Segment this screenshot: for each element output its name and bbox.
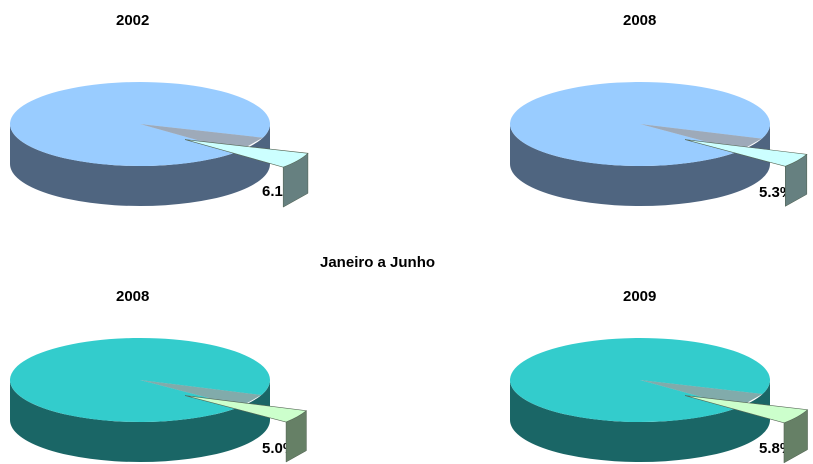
pie-1-small-slice — [184, 139, 309, 168]
pie-2-cut-face — [640, 124, 762, 151]
pie-3-main-slice — [9, 338, 270, 423]
section-heading: Janeiro a Junho — [320, 254, 436, 271]
pie-1 — [10, 81, 309, 208]
pie-4-main-slice — [510, 337, 770, 422]
pie-2 — [510, 81, 808, 207]
pie-3-small-slice — [184, 395, 308, 423]
chart-2-title: 2008 — [623, 12, 657, 29]
chart-4-title: 2009 — [623, 288, 657, 305]
pie-3 — [9, 338, 308, 463]
pie-1-main-side — [10, 124, 270, 206]
pie-4 — [510, 337, 809, 464]
pie-2-main-side — [510, 124, 770, 206]
pie-2-small-slice — [684, 139, 808, 167]
pie-2-main-slice — [510, 81, 770, 166]
pie-3-main-side — [10, 380, 270, 462]
pie-4-small-slice — [684, 395, 809, 424]
chart-1-title: 2002 — [116, 12, 150, 29]
chart-3-title: 2008 — [116, 288, 150, 305]
pie-4-main-side — [510, 380, 770, 462]
pie-3-cut-face — [140, 380, 262, 407]
chart-2-slice-label: 5.3% — [759, 184, 794, 201]
pie-4-cut-face — [640, 380, 763, 408]
